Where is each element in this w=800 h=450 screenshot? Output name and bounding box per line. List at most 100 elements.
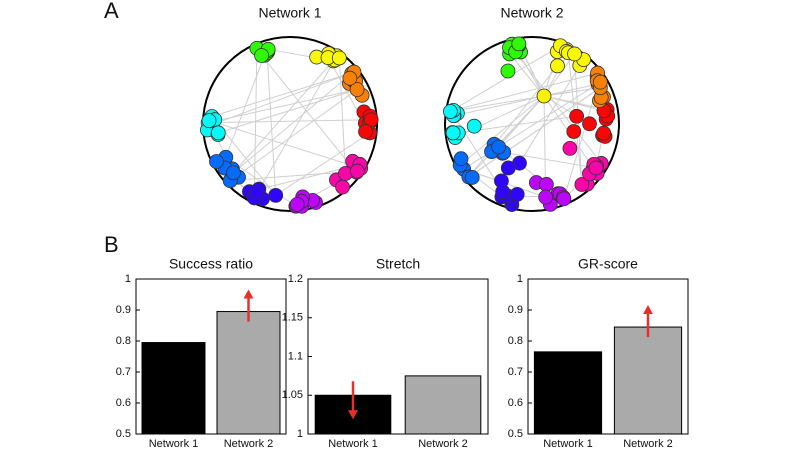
panel-label: B (104, 232, 119, 257)
edge (233, 60, 334, 174)
bar (533, 351, 603, 435)
edge (253, 48, 258, 198)
y-tick-label: 0.9 (116, 304, 131, 316)
node (349, 163, 365, 179)
y-tick-label: 0.7 (508, 366, 523, 378)
chart-title: GR-score (578, 256, 638, 272)
edge (563, 83, 599, 199)
node (289, 196, 305, 212)
edge (503, 151, 594, 169)
node (509, 186, 525, 202)
y-tick-label: 0.6 (116, 397, 131, 409)
node (491, 139, 507, 155)
edge (253, 59, 336, 199)
node (335, 179, 350, 195)
node (249, 184, 265, 200)
node (268, 187, 284, 203)
edge (453, 72, 598, 111)
edge (450, 95, 545, 113)
axes-box (135, 278, 287, 435)
node (566, 124, 582, 139)
node (445, 125, 461, 141)
node (511, 36, 527, 52)
edge (519, 59, 585, 164)
y-tick-label: 0.5 (116, 428, 131, 440)
network-title: Network 1 (258, 5, 321, 21)
y-tick-label: 0.8 (116, 335, 131, 347)
arrow-head (643, 305, 653, 315)
bar (141, 342, 206, 435)
node (536, 88, 552, 104)
node (494, 173, 509, 189)
x-tick-label: Network 1 (543, 438, 593, 450)
y-tick-label: 1.1 (288, 350, 303, 362)
x-tick-label: Network 1 (149, 438, 199, 450)
edge (459, 95, 545, 166)
y-tick-label: 0.8 (508, 335, 523, 347)
node (569, 108, 585, 124)
network (443, 36, 620, 212)
network (200, 36, 379, 214)
node (331, 50, 347, 66)
edge (261, 55, 354, 170)
x-tick-label: Network 2 (224, 438, 274, 450)
edge (509, 53, 545, 97)
node (538, 189, 554, 205)
edge (275, 132, 371, 196)
panel-label: A (104, 0, 119, 23)
node (342, 70, 358, 86)
edge (211, 72, 353, 117)
edge (212, 71, 355, 125)
y-tick-label: 0.9 (508, 304, 523, 316)
node (464, 170, 480, 185)
node (556, 191, 572, 207)
node (550, 58, 565, 74)
edge (468, 87, 601, 178)
y-tick-label: 1.05 (282, 389, 303, 401)
chart-title: Success ratio (169, 256, 253, 272)
node (201, 113, 217, 129)
axes-box (307, 278, 489, 435)
arrow-head (348, 410, 358, 420)
edge (208, 119, 372, 124)
edge (218, 89, 358, 134)
node (539, 177, 554, 192)
node (592, 74, 608, 90)
y-tick-label: 0.6 (508, 397, 523, 409)
bar (613, 326, 683, 435)
node (500, 160, 516, 176)
y-tick-label: 1.15 (282, 312, 303, 324)
bar (216, 311, 281, 435)
node (500, 63, 516, 79)
node (588, 160, 604, 176)
node (582, 116, 597, 132)
y-tick-label: 0.7 (116, 366, 131, 378)
x-tick-label: Network 1 (328, 438, 378, 450)
edge (453, 95, 545, 117)
node (254, 48, 270, 63)
node (574, 177, 590, 192)
edge (450, 45, 561, 112)
y-tick-label: 1 (125, 273, 131, 285)
node (596, 125, 612, 141)
node (443, 104, 458, 119)
node (466, 118, 482, 134)
x-tick-label: Network 2 (418, 438, 468, 450)
y-tick-label: 1 (297, 428, 303, 440)
edge (266, 52, 277, 196)
node (349, 82, 365, 97)
bar (404, 375, 482, 435)
y-tick-label: 1 (517, 273, 523, 285)
boundary (444, 36, 620, 212)
axes-box (527, 278, 689, 435)
arrow-head (243, 289, 254, 299)
node (209, 154, 224, 169)
edge (233, 73, 353, 174)
node (562, 141, 578, 156)
node (453, 151, 469, 167)
node (210, 125, 226, 141)
network-title: Network 2 (500, 5, 563, 21)
x-tick-label: Network 2 (623, 438, 673, 450)
y-tick-label: 0.5 (508, 428, 523, 440)
